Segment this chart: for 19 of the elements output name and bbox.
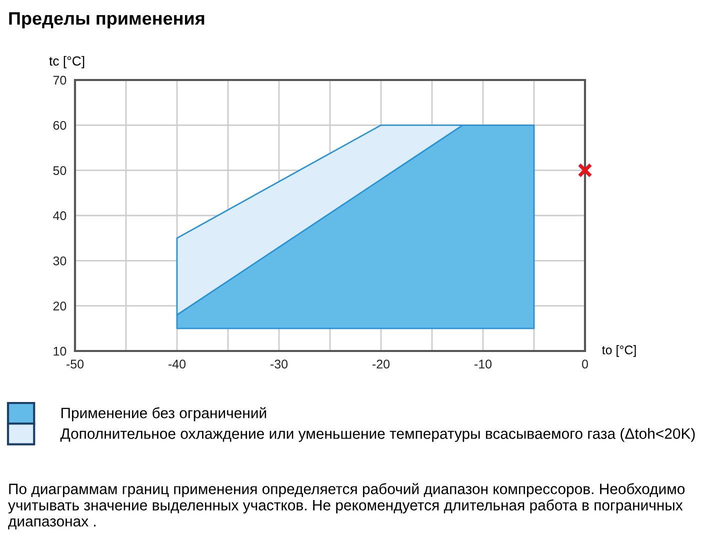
x-tick-label: 0 [582, 360, 588, 369]
x-tick-label: -30 [270, 360, 288, 369]
y-tick-label: 10 [54, 346, 66, 356]
y-tick-label: 40 [53, 211, 66, 220]
text: По диаграммам границ применения определяется рабочий диапазон компрессоров. Необходимо учитывать значение выделенных участков. Не рекомендуется длительная работа в пограничных диапазонах . [8, 483, 685, 530]
x-tick-label: -20 [372, 360, 390, 369]
y-tick-label: 20 [53, 302, 66, 310]
y-axis-title: tc [°C] [49, 56, 84, 68]
x-tick-label: -40 [168, 360, 186, 369]
y-tick-label: 60 [53, 120, 66, 130]
y-tick-label: 70 [53, 76, 66, 85]
legend-label: Дополнительное охлаждение или уменьшение температуры всасываемого газа (Δtoh<20K) [60, 428, 695, 442]
legend-label: Применение без ограничений [61, 407, 266, 422]
chart-title: Пределы применения [9, 12, 204, 28]
x-axis-title: to [°C] [602, 345, 636, 357]
x-tick-label: -10 [474, 360, 492, 369]
y-tick-label: 50 [53, 166, 66, 175]
y-tick-label: 30 [53, 256, 66, 266]
x-tick-label: -50 [66, 360, 84, 369]
